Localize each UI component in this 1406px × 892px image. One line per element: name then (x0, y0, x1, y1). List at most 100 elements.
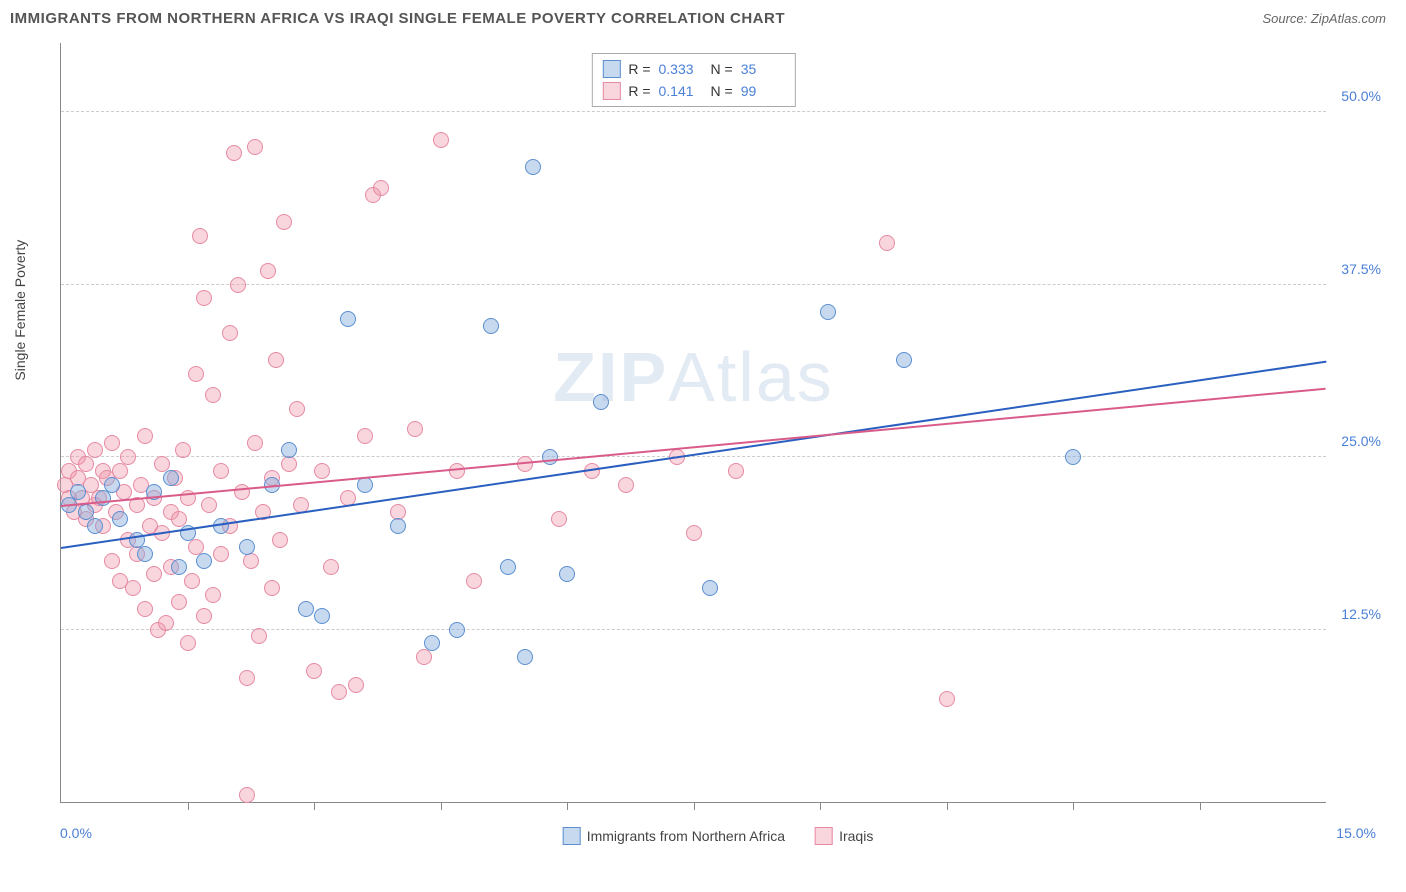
data-point (686, 525, 702, 541)
legend-item: Iraqis (815, 827, 873, 845)
n-label: N = (711, 61, 733, 77)
data-point (702, 580, 718, 596)
data-point (390, 518, 406, 534)
plot-area: ZIPAtlas R =0.333N =35R =0.141N =99 12.5… (60, 43, 1326, 803)
watermark-bold: ZIP (553, 338, 668, 416)
data-point (188, 366, 204, 382)
data-point (230, 277, 246, 293)
data-point (551, 511, 567, 527)
data-point (340, 311, 356, 327)
data-point (137, 428, 153, 444)
y-tick-label: 37.5% (1341, 261, 1381, 277)
data-point (306, 663, 322, 679)
data-point (87, 442, 103, 458)
legend-item: Immigrants from Northern Africa (563, 827, 785, 845)
trend-line (61, 360, 1326, 548)
data-point (449, 463, 465, 479)
data-point (260, 263, 276, 279)
data-point (175, 442, 191, 458)
x-tick (314, 802, 315, 810)
data-point (222, 325, 238, 341)
data-point (104, 553, 120, 569)
data-point (281, 442, 297, 458)
data-point (373, 180, 389, 196)
data-point (276, 214, 292, 230)
data-point (239, 787, 255, 803)
data-point (205, 387, 221, 403)
grid-line (61, 111, 1326, 112)
data-point (272, 532, 288, 548)
data-point (196, 608, 212, 624)
data-point (78, 456, 94, 472)
data-point (939, 691, 955, 707)
data-point (593, 394, 609, 410)
data-point (348, 677, 364, 693)
data-point (314, 463, 330, 479)
y-axis-label: Single Female Poverty (12, 240, 28, 381)
n-label: N = (711, 83, 733, 99)
data-point (171, 594, 187, 610)
x-tick (1073, 802, 1074, 810)
x-tick (188, 802, 189, 810)
data-point (112, 511, 128, 527)
data-point (281, 456, 297, 472)
data-point (424, 635, 440, 651)
data-point (896, 352, 912, 368)
x-tick (1200, 802, 1201, 810)
x-tick (820, 802, 821, 810)
data-point (196, 290, 212, 306)
data-point (466, 573, 482, 589)
data-point (879, 235, 895, 251)
data-point (104, 435, 120, 451)
grid-line (61, 284, 1326, 285)
data-point (239, 670, 255, 686)
data-point (525, 159, 541, 175)
data-point (500, 559, 516, 575)
data-point (239, 539, 255, 555)
data-point (226, 145, 242, 161)
data-point (323, 559, 339, 575)
data-point (137, 601, 153, 617)
data-point (1065, 449, 1081, 465)
data-point (87, 518, 103, 534)
data-point (104, 477, 120, 493)
x-tick (694, 802, 695, 810)
data-point (192, 228, 208, 244)
data-point (449, 622, 465, 638)
data-point (213, 463, 229, 479)
data-point (243, 553, 259, 569)
data-point (820, 304, 836, 320)
data-point (163, 470, 179, 486)
data-point (137, 546, 153, 562)
legend-label: Iraqis (839, 828, 873, 844)
grid-line (61, 629, 1326, 630)
data-point (331, 684, 347, 700)
stats-row: R =0.141N =99 (602, 80, 784, 102)
n-value: 99 (741, 83, 785, 99)
x-tick (441, 802, 442, 810)
data-point (264, 580, 280, 596)
data-point (171, 559, 187, 575)
data-point (158, 615, 174, 631)
y-tick-label: 50.0% (1341, 88, 1381, 104)
data-point (125, 580, 141, 596)
data-point (268, 352, 284, 368)
x-axis-min-label: 0.0% (60, 825, 92, 841)
data-point (433, 132, 449, 148)
legend-label: Immigrants from Northern Africa (587, 828, 785, 844)
data-point (483, 318, 499, 334)
stats-legend: R =0.333N =35R =0.141N =99 (591, 53, 795, 107)
data-point (146, 566, 162, 582)
legend-swatch (602, 60, 620, 78)
data-point (407, 421, 423, 437)
data-point (201, 497, 217, 513)
chart-header: IMMIGRANTS FROM NORTHERN AFRICA VS IRAQI… (0, 0, 1406, 33)
data-point (357, 428, 373, 444)
data-point (247, 139, 263, 155)
r-value: 0.333 (659, 61, 703, 77)
data-point (70, 484, 86, 500)
watermark-thin: Atlas (668, 338, 834, 416)
data-point (180, 635, 196, 651)
chart-title: IMMIGRANTS FROM NORTHERN AFRICA VS IRAQI… (10, 10, 785, 27)
data-point (542, 449, 558, 465)
